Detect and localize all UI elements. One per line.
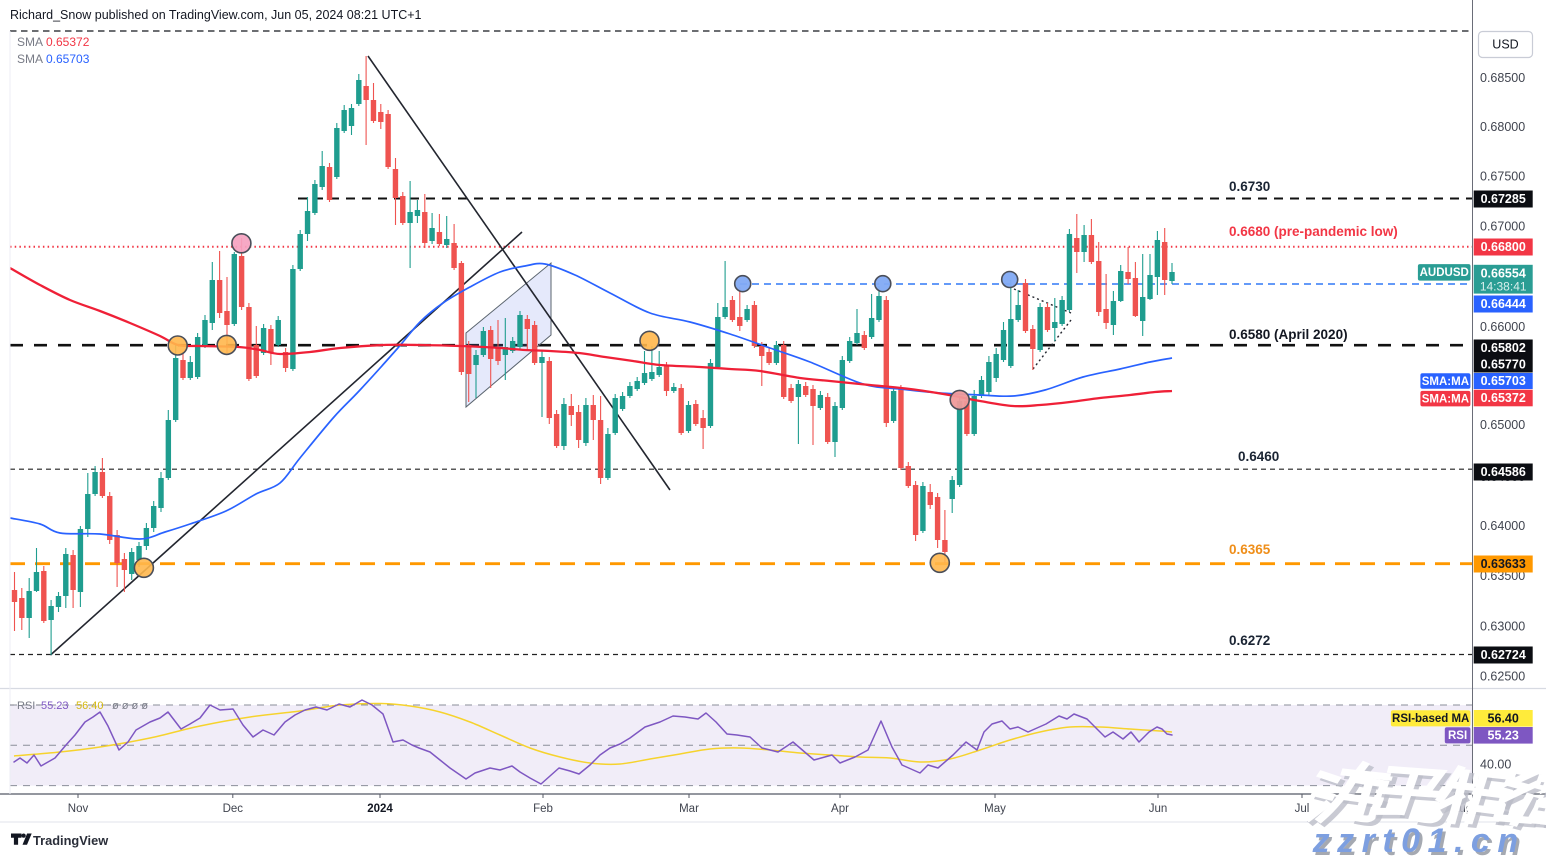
svg-text:0.68000: 0.68000 — [1480, 120, 1525, 134]
svg-text:SMA: SMA — [17, 35, 43, 49]
svg-text:SMA: SMA — [17, 52, 43, 66]
svg-text:RSI: RSI — [1448, 730, 1467, 742]
svg-text:14:38:41: 14:38:41 — [1480, 280, 1527, 294]
svg-text:Dec: Dec — [223, 803, 244, 815]
svg-text:SMA:MA: SMA:MA — [1422, 376, 1469, 388]
svg-text:0.6680 (pre-pandemic low): 0.6680 (pre-pandemic low) — [1229, 224, 1398, 239]
svg-text:0.67500: 0.67500 — [1480, 170, 1525, 184]
svg-text:55.23: 55.23 — [41, 700, 69, 712]
svg-text:0.6272: 0.6272 — [1229, 633, 1270, 648]
svg-text:56.40: 56.40 — [76, 700, 104, 712]
svg-text:USD: USD — [1492, 38, 1518, 52]
svg-text:0.6365: 0.6365 — [1229, 542, 1271, 557]
svg-text:Apr: Apr — [831, 803, 849, 815]
svg-text:zzrt01.cn: zzrt01.cn — [1314, 825, 1528, 857]
svg-text:0.66000: 0.66000 — [1480, 320, 1525, 334]
svg-text:40.00: 40.00 — [1480, 758, 1511, 772]
svg-text:0.63500: 0.63500 — [1480, 569, 1525, 583]
svg-text:0.63000: 0.63000 — [1480, 620, 1525, 634]
svg-text:0.63633: 0.63633 — [1481, 557, 1526, 571]
svg-text:0.67285: 0.67285 — [1481, 192, 1526, 206]
svg-text:0.65770: 0.65770 — [1481, 358, 1526, 372]
svg-text:0.67000: 0.67000 — [1480, 220, 1525, 234]
svg-text:AUDUSD: AUDUSD — [1420, 267, 1469, 279]
svg-text:0.62724: 0.62724 — [1481, 648, 1526, 662]
svg-text:0.64000: 0.64000 — [1480, 519, 1525, 533]
svg-text:0.65802: 0.65802 — [1481, 341, 1526, 355]
svg-text:2024: 2024 — [367, 803, 393, 815]
svg-text:SMA:MA: SMA:MA — [1422, 394, 1469, 406]
svg-text:RSI-based MA: RSI-based MA — [1392, 713, 1469, 725]
svg-text:0.64586: 0.64586 — [1481, 465, 1526, 479]
svg-text:Mar: Mar — [679, 803, 699, 815]
svg-text:May: May — [984, 803, 1006, 815]
svg-text:0.6460: 0.6460 — [1238, 449, 1279, 464]
svg-text:0.66554: 0.66554 — [1481, 266, 1526, 280]
svg-text:Nov: Nov — [68, 803, 89, 815]
svg-text:Jul: Jul — [1295, 803, 1310, 815]
svg-text:TradingView: TradingView — [33, 833, 108, 848]
svg-text:zzrt01.cn: zzrt01.cn — [1312, 822, 1526, 857]
svg-text:0.65703: 0.65703 — [46, 52, 90, 66]
svg-text:ø ø ø ø: ø ø ø ø — [112, 700, 148, 712]
svg-text:0.68500: 0.68500 — [1480, 71, 1525, 85]
svg-text:Feb: Feb — [533, 803, 553, 815]
svg-text:0.65703: 0.65703 — [1481, 374, 1526, 388]
svg-text:RSI: RSI — [17, 700, 35, 712]
svg-text:0.65372: 0.65372 — [46, 35, 90, 49]
svg-text:0.66800: 0.66800 — [1481, 240, 1526, 254]
svg-text:0.62500: 0.62500 — [1480, 670, 1525, 684]
svg-text:0.6730: 0.6730 — [1229, 179, 1270, 194]
svg-text:0.65372: 0.65372 — [1481, 391, 1526, 405]
svg-text:55.23: 55.23 — [1488, 729, 1519, 743]
svg-text:Richard_Snow published on Trad: Richard_Snow published on TradingView.co… — [10, 8, 422, 22]
svg-text:0.66444: 0.66444 — [1481, 297, 1526, 311]
svg-text:Jun: Jun — [1149, 803, 1168, 815]
svg-text:0.6580 (April 2020): 0.6580 (April 2020) — [1229, 327, 1348, 342]
svg-text:56.40: 56.40 — [1488, 712, 1519, 726]
svg-text:0.65000: 0.65000 — [1480, 418, 1525, 432]
